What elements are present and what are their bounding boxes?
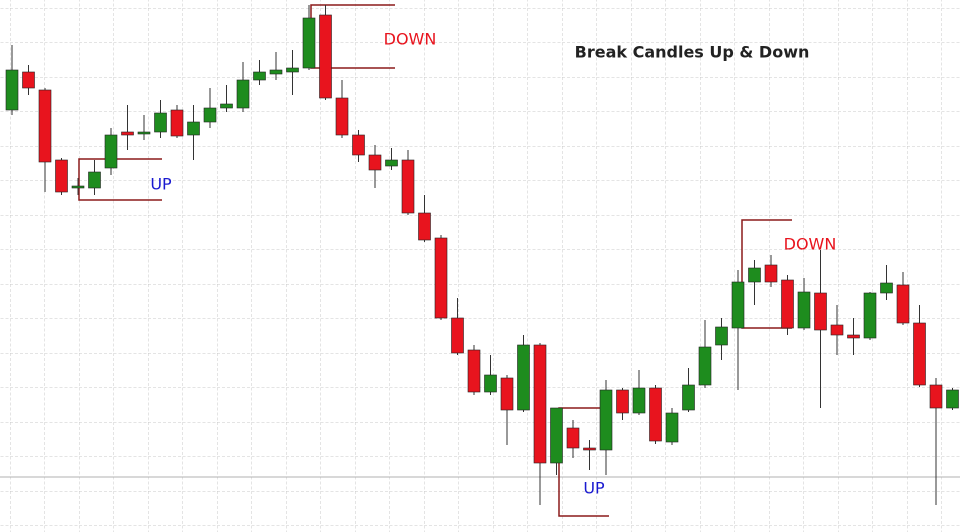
candle-body [286,67,299,73]
candle-body [5,69,19,111]
candle-body [896,284,910,324]
candle-body [434,237,448,319]
candle-body [649,387,662,442]
candle-body [467,349,481,393]
candle-body [583,447,596,451]
candle-body [863,292,877,339]
candle-body [698,346,712,386]
candle-body [38,89,52,163]
candle-body [187,121,200,136]
candle-body [203,107,217,123]
candle-body [154,112,167,133]
chart-title: Break Candles Up & Down [575,43,810,62]
candle-body [137,131,151,135]
candle-body [566,427,580,449]
candle-body [781,279,794,329]
candle-body [88,171,101,189]
annotation: DOWN [784,235,837,254]
candle-body [946,389,959,409]
candle-body [302,17,316,69]
candle-body [104,134,118,169]
annotation: UP [583,479,605,498]
candle-body [220,103,233,109]
candle-body [814,292,827,331]
candle-body [170,109,184,137]
candle-body [533,344,547,464]
candle-body [352,134,365,156]
candle-body [682,384,695,411]
candle-body [385,159,398,167]
candle-body [880,282,893,294]
candle-body [913,322,926,386]
candle-body [71,185,85,189]
candle-body [484,374,497,393]
candle-body [368,154,382,171]
candle-body [121,131,134,136]
candle-body [22,71,35,89]
candle-body [731,281,745,329]
candle-body [748,267,761,283]
candle-body [319,14,332,99]
candle-body [451,317,464,354]
candle-body [418,212,431,241]
candle-body [665,412,679,443]
candle-body [269,69,283,75]
candle-body [764,264,778,283]
candle-body [797,291,811,329]
candle-body [550,407,563,464]
candle-body [517,344,530,411]
candle-body [500,377,514,411]
candle-body [253,71,266,81]
candle-body [335,97,349,136]
candle-body [616,389,629,414]
candle-body [401,159,415,214]
candle-body [632,387,646,414]
candle-body [929,384,943,409]
candle-body [55,159,68,193]
candle-body [599,389,613,451]
candle-body [236,79,250,109]
annotation: UP [150,175,172,194]
candle-body [715,326,728,346]
candle-body [830,324,844,336]
annotation: DOWN [384,30,437,49]
candle-body [847,334,860,339]
